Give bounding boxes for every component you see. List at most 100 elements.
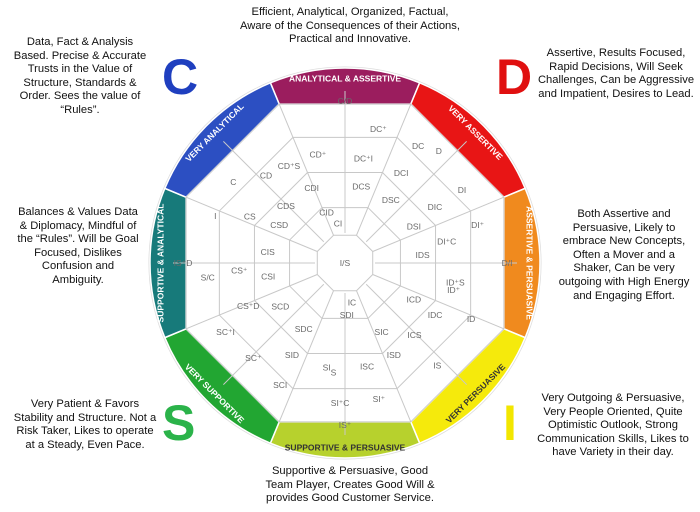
desc-line: at a Steady, Even Pace.	[25, 438, 145, 451]
bottom-left-description: Very Patient & Favors Stability and Stru…	[2, 398, 168, 452]
desc-line: Ambiguity.	[52, 273, 104, 286]
desc-line: Stability and Structure. Not a	[13, 411, 157, 424]
grid-label: SC⁺	[245, 353, 262, 363]
desc-line: Data, Fact & Analysis	[26, 36, 134, 48]
top-left-description: Data, Fact & Analysis Based. Precise & A…	[8, 36, 152, 118]
grid-label: CD	[260, 170, 272, 180]
desc-line: the “Rules”. Will be Goal	[17, 233, 139, 246]
grid-label: S/C	[201, 272, 215, 282]
desc-line: & Diplomacy, Mindful of	[19, 219, 137, 232]
desc-line: Supportive & Persuasive, Good	[271, 465, 429, 477]
grid-label: I/S	[340, 258, 351, 268]
grid-spoke	[372, 274, 505, 330]
grid-label: CSD	[270, 220, 288, 230]
grid-label: IC	[348, 297, 357, 307]
grid-label: ISD	[387, 350, 401, 360]
desc-line: Aware of the Consequences of their Actio…	[240, 19, 460, 32]
desc-line: Confusion and	[41, 260, 115, 273]
desc-line: embrace New Concepts,	[562, 235, 686, 248]
ring-segment	[163, 81, 281, 199]
desc-line: Team Player, Creates Good Will &	[265, 478, 435, 491]
desc-line: Trusts in the Value of	[27, 63, 133, 76]
desc-line: Efficient, Analytical, Organized, Factua…	[251, 6, 449, 18]
top-description: Efficient, Analytical, Organized, Factua…	[230, 6, 470, 47]
grid-label: SCD	[271, 302, 289, 312]
grid-spoke	[372, 196, 505, 252]
grid-spoke	[185, 196, 318, 252]
grid-label: SDI	[340, 310, 354, 320]
grid-label: CI	[334, 219, 343, 229]
mid-left-description: Balances & Values Data & Diplomacy, Mind…	[5, 206, 151, 288]
letter-c: C	[162, 49, 199, 105]
grid-label: DC	[412, 141, 424, 151]
desc-line: Challenges, Can be Aggressive	[537, 74, 695, 87]
grid-label: IDC	[428, 310, 443, 320]
desc-line: outgoing with High Energy	[558, 275, 690, 288]
grid-label: CD⁺	[310, 149, 327, 159]
grid-spoke	[356, 290, 412, 423]
grid-label: SID	[285, 350, 299, 360]
grid-label: I	[214, 211, 216, 221]
grid-label: SI⁺C	[331, 398, 350, 408]
desc-line: Based. Precise & Accurate	[13, 49, 147, 62]
grid-spoke	[365, 141, 467, 243]
desc-line: Focused, Dislikes	[34, 246, 122, 259]
desc-line: Communication Skills, Likes to	[537, 432, 689, 445]
grid-label: DSC	[382, 195, 400, 205]
grid-label: DI	[458, 185, 467, 195]
bottom-right-description: Very Outgoing & Persuasive, Very People …	[528, 392, 698, 460]
grid-label: CDS	[277, 201, 295, 211]
mid-right-description: Both Assertive and Persuasive, Likely to…	[548, 208, 700, 303]
top-right-description: Assertive, Results Focused, Rapid Decisi…	[533, 47, 699, 101]
desc-line: Very People Oriented, Quite	[543, 405, 683, 418]
grid-label: ID⁺S	[446, 277, 465, 287]
grid-label: CID	[319, 207, 334, 217]
bottom-description: Supportive & Persuasive, Good Team Playe…	[244, 465, 456, 506]
desc-line: provides Good Customer Service.	[266, 492, 434, 505]
grid-spoke	[278, 290, 334, 423]
segment-label: ASSERTIVE & PERSUASIVE	[525, 206, 535, 320]
grid-spoke	[185, 274, 318, 330]
grid-label: C/D	[338, 96, 353, 106]
grid-label: IDS	[415, 250, 430, 260]
grid-spoke	[223, 283, 325, 385]
grid-label: CS⁺D	[237, 301, 259, 311]
grid-label: IS⁺	[339, 420, 352, 430]
grid-label: SDC	[295, 324, 313, 334]
grid-label: ID⁺	[447, 285, 461, 295]
grid-label: C	[230, 177, 236, 187]
grid-label: DIC	[428, 202, 443, 212]
desc-line: and Engaging Effort.	[573, 289, 675, 302]
inner-grid	[173, 91, 517, 435]
grid-label: ID	[467, 314, 476, 324]
desc-line: Balances & Values Data	[18, 206, 138, 218]
desc-line: Very Outgoing & Persuasive,	[541, 392, 685, 404]
segment-label: ANALYTICAL & ASSERTIVE	[289, 74, 401, 84]
desc-line: “Rules”.	[60, 103, 100, 116]
grid-label: S	[331, 367, 337, 377]
grid-label: CS	[244, 212, 256, 222]
grid-label: SI⁺	[373, 394, 386, 404]
grid-label: IS	[433, 361, 441, 371]
grid-label: CD⁺S	[278, 161, 301, 171]
grid-label: IS⁺D	[174, 258, 193, 268]
desc-line: Persuasive, Likely to	[572, 221, 676, 234]
desc-line: Often a Mover and a	[573, 248, 675, 261]
segment-label: SUPPORTIVE & PERSUASIVE	[285, 443, 406, 453]
letter-d: D	[496, 49, 533, 105]
desc-line: Practical and Innovative.	[289, 33, 411, 46]
grid-label: DCS	[352, 182, 370, 192]
letter-s: S	[162, 395, 196, 451]
grid-label: DI⁺C	[437, 236, 456, 246]
desc-line: Risk Taker, Likes to operate	[16, 425, 154, 438]
grid-spoke	[223, 141, 325, 243]
grid-spoke	[365, 283, 467, 385]
grid-spoke	[278, 103, 334, 236]
segment-label: SUPPORTIVE & ANALYTICAL	[156, 204, 166, 323]
grid-label: ISC	[360, 362, 374, 372]
desc-line: Order. Sees the value of	[19, 90, 141, 103]
desc-line: Rapid Decisions, Will Seek	[549, 60, 683, 73]
grid-label: DC⁺I	[354, 154, 373, 164]
